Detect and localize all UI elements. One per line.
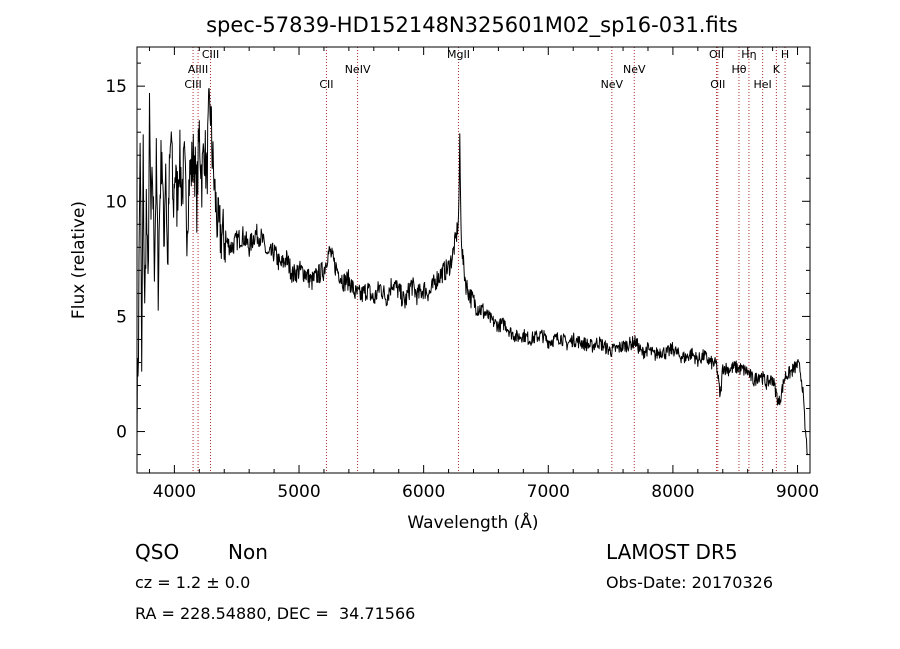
y-axis-label: Flux (relative)	[69, 201, 89, 319]
line-marker-label: CIII	[184, 78, 201, 91]
line-marker-label: CII	[319, 78, 333, 91]
survey-label: LAMOST DR5	[606, 540, 738, 564]
line-marker-label: Hη	[741, 48, 756, 61]
x-tick-label: 6000	[402, 482, 445, 502]
line-marker-label: NeV	[601, 78, 624, 91]
line-marker-label: MgII	[447, 48, 470, 61]
y-tick-label: 10	[105, 192, 127, 212]
line-marker-label: AlIII	[188, 63, 208, 76]
spectrum-line	[136, 88, 808, 455]
y-tick-label: 5	[116, 307, 127, 327]
plot-frame	[136, 46, 811, 474]
chart-title: spec-57839-HD152148N325601M02_sp16-031.f…	[206, 13, 738, 38]
line-marker-label: CIII	[202, 48, 219, 61]
object-class: QSO	[135, 540, 180, 564]
x-tick-label: 7000	[527, 482, 570, 502]
spectrum-series	[136, 88, 808, 455]
axis-ticks: 4000 5000 6000 7000 8000 9000 0 5 10 15	[105, 47, 819, 502]
x-tick-label: 5000	[277, 482, 320, 502]
line-marker-label: K	[773, 63, 781, 76]
line-marker-label: H	[781, 48, 789, 61]
redshift-readout: cz = 1.2 ± 0.0	[135, 573, 251, 592]
line-marker-label: OII	[709, 48, 724, 61]
emission-line-markers: CIII AlIII CIII CII NeIV MgII NeV NeV OII OII Hθ Hη…	[184, 47, 789, 473]
line-marker-label: Hθ	[731, 63, 746, 76]
y-tick-label: 0	[116, 423, 127, 443]
x-tick-label: 9000	[776, 482, 819, 502]
x-axis-label: Wavelength (Å)	[407, 511, 538, 533]
object-subclass: Non	[228, 540, 268, 564]
coordinates-readout: RA = 228.54880, DEC = 34.71566	[135, 604, 416, 623]
y-tick-label: 15	[105, 77, 127, 97]
line-marker-label: NeV	[623, 63, 646, 76]
line-marker-label: HeI	[753, 78, 771, 91]
obs-date: Obs-Date: 20170326	[606, 573, 774, 592]
line-marker-label: NeIV	[345, 63, 371, 76]
x-tick-label: 8000	[651, 482, 694, 502]
x-tick-label: 4000	[153, 482, 196, 502]
line-marker-label: OII	[710, 78, 725, 91]
